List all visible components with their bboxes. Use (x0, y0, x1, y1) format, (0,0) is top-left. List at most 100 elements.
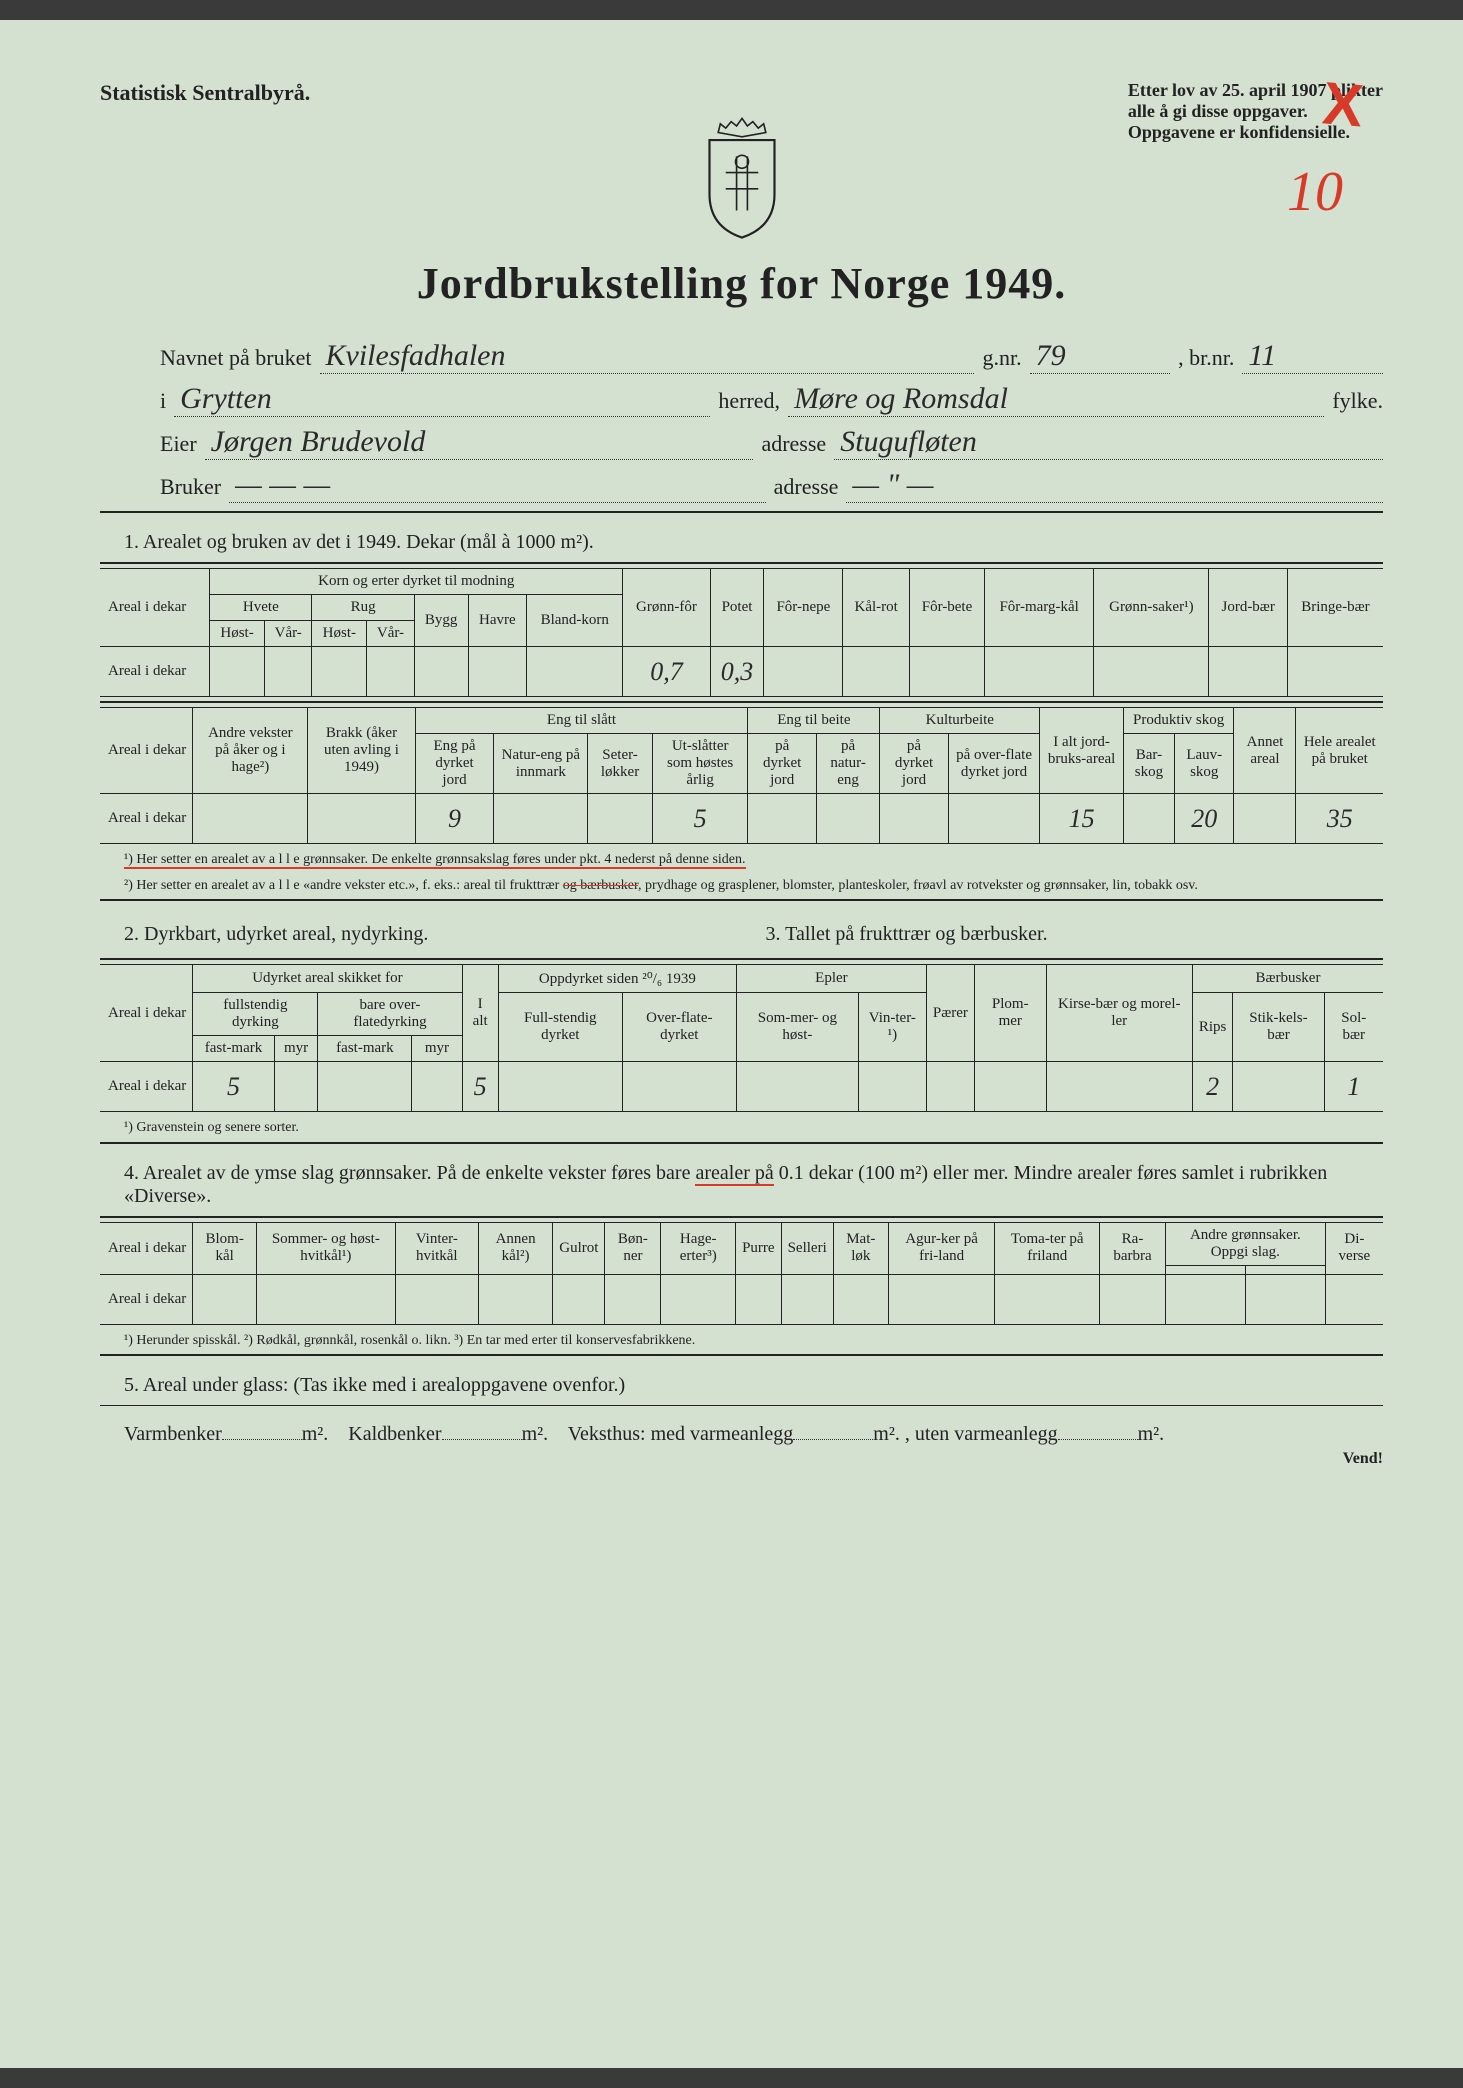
t23-stikkelsbaer: Stik-kels-bær (1233, 993, 1324, 1062)
t4-annenkal: Annen kål²) (478, 1222, 552, 1274)
t4-bonner: Bøn-ner (605, 1222, 661, 1274)
t23-full: fullstendig dyrking (193, 993, 318, 1036)
t4-cell (605, 1274, 661, 1324)
t1a-fornepe: Fôr-nepe (764, 569, 843, 647)
t4-cell (193, 1274, 257, 1324)
gnr-label: g.nr. (982, 345, 1021, 371)
t4-cell (781, 1274, 833, 1324)
t1a-gronnfor: Grønn-fôr (623, 569, 710, 647)
t1b-seter: Seter-løkker (588, 734, 653, 794)
t1b-lauvskog-val: 20 (1175, 794, 1234, 844)
s4-hb: arealer på (695, 1162, 773, 1186)
t23-vinter: Vin-ter-¹) (858, 993, 926, 1062)
t1a-jordbaer: Jord-bær (1209, 569, 1287, 647)
bruk-value: Kvilesfadhalen (320, 339, 975, 374)
t23-rowlabel: Areal i dekar (100, 965, 193, 1062)
t23-cell (274, 1062, 318, 1112)
t4-cell (736, 1274, 782, 1324)
t1a-cell (909, 647, 984, 697)
t1b-cell (1234, 794, 1296, 844)
red-10-mark: 10 (1287, 160, 1343, 224)
t1b-cell (494, 794, 588, 844)
section-5-heading: 5. Areal under glass: (Tas ikke med i ar… (124, 1374, 1383, 1397)
fylke-value: Møre og Romsdal (788, 382, 1324, 417)
t1a-cell (414, 647, 468, 697)
adresse-value: Stugufløten (834, 425, 1383, 460)
t4-rabarbra: Ra-barbra (1100, 1222, 1166, 1274)
t1b-cell (588, 794, 653, 844)
t23-myr2: myr (412, 1036, 462, 1062)
t4-cell (661, 1274, 736, 1324)
t1b-cell (748, 794, 816, 844)
t4-agurker: Agur-ker på fri-land (888, 1222, 995, 1274)
m2-2: m². (522, 1423, 549, 1445)
t1a-bygg: Bygg (414, 595, 468, 647)
t4-sommerhvitkal: Sommer- og høst-hvitkål¹) (257, 1222, 396, 1274)
t4-purre: Purre (736, 1222, 782, 1274)
t4-rowlabel-cell: Areal i dekar (100, 1274, 193, 1324)
bruker-label: Bruker (160, 474, 221, 500)
t23-plommer: Plom-mer (974, 965, 1046, 1062)
t4-cell (553, 1274, 605, 1324)
t23-solbaer-val: 1 (1324, 1062, 1383, 1112)
eier-value: Jørgen Brudevold (205, 425, 754, 460)
t1a-havre: Havre (468, 595, 527, 647)
t1a-kalrot: Kål-rot (843, 569, 910, 647)
herred-label: herred, (718, 388, 780, 414)
fn2c: , prydhage og grasplener, blomster, plan… (638, 878, 1198, 893)
t23-cell (318, 1062, 412, 1112)
t1a-korn-grp: Korn og erter dyrket til modning (210, 569, 623, 595)
t23-cell (498, 1062, 622, 1112)
t1a-rug-var: Vår- (367, 621, 415, 647)
t1a-cell (210, 647, 265, 697)
t1a-hvete: Hvete (210, 595, 312, 621)
uten-label: , uten varmeanlegg (905, 1423, 1058, 1445)
t23-fastmark-val: 5 (193, 1062, 274, 1112)
t23-cell (1233, 1062, 1324, 1112)
t1b-brakk: Brakk (åker uten avling i 1949) (308, 708, 415, 794)
vend-label: Vend! (100, 1450, 1383, 1468)
t23-cell (736, 1062, 858, 1112)
t23-ialt-val: 5 (462, 1062, 498, 1112)
t23-cell (622, 1062, 736, 1112)
org-name: Statistisk Sentralbyrå. (100, 80, 310, 106)
t1b-rowlabel: Areal i dekar (100, 708, 193, 794)
t4-selleri: Selleri (781, 1222, 833, 1274)
section-2-heading: 2. Dyrkbart, udyrket areal, nydyrking. (124, 923, 742, 946)
m2-3: m². (873, 1423, 900, 1445)
t23-cell (412, 1062, 462, 1112)
t23-udyrket: Udyrket areal skikket for (193, 965, 462, 993)
t4-andre-1 (1165, 1265, 1245, 1274)
t1b-ialt: I alt jord-bruks-areal (1040, 708, 1123, 794)
t1b-hele-val: 35 (1296, 794, 1383, 844)
t23-overfl2: Over-flate-dyrket (622, 993, 736, 1062)
page-title: Jordbrukstelling for Norge 1949. (100, 258, 1383, 309)
adresse-label-1: adresse (761, 431, 826, 457)
t4-matlok: Mat-løk (833, 1222, 888, 1274)
t4-cell (395, 1274, 478, 1324)
veksthus-label: Veksthus: med varmeanlegg (568, 1423, 794, 1445)
t1a-cell (1209, 647, 1287, 697)
t1b-padyrket: på dyrket jord (748, 734, 816, 794)
t1a-cell (843, 647, 910, 697)
t23-sommer: Som-mer- og høst- (736, 993, 858, 1062)
t1b-engslatt: Eng til slått (415, 708, 748, 734)
t4-blomkal: Blom-kål (193, 1222, 257, 1274)
table-1b: Areal i dekar Andre vekster på åker og i… (100, 707, 1383, 844)
adresse-label-2: adresse (774, 474, 839, 500)
t4-cell (1325, 1274, 1383, 1324)
kaldbenker-value (442, 1422, 522, 1440)
t1a-cell (1094, 647, 1209, 697)
t1a-cell (985, 647, 1094, 697)
t23-ialt: I alt (462, 965, 498, 1062)
table-2-3: Areal i dekar Udyrket areal skikket for … (100, 964, 1383, 1112)
t1b-kulturbeite: Kulturbeite (880, 708, 1040, 734)
t1a-cell (764, 647, 843, 697)
t1b-engdyrket: Eng på dyrket jord (415, 734, 494, 794)
t23-epler: Epler (736, 965, 926, 993)
t23-fastmark2: fast-mark (318, 1036, 412, 1062)
m2-1: m². (302, 1423, 329, 1445)
t1a-rug: Rug (312, 595, 414, 621)
footnote-gravenstein: ¹) Gravenstein og senere sorter. (124, 1118, 1383, 1138)
uten-value (1058, 1422, 1138, 1440)
